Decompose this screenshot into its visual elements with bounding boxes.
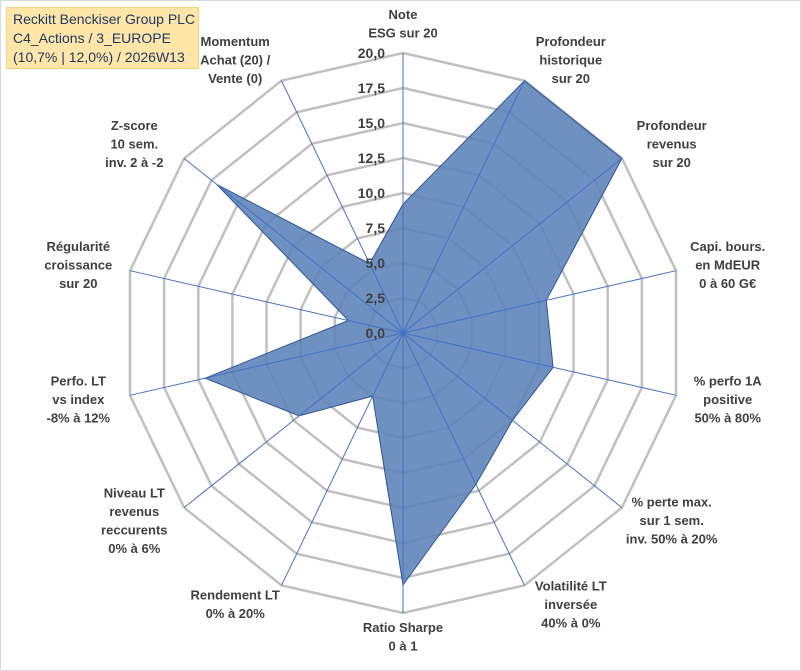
axis-label-line: reccurents	[101, 522, 167, 537]
axis-label-line: sur 20	[552, 71, 590, 86]
axis-label-line: Achat (20) /	[200, 53, 270, 68]
axis-spoke	[402, 158, 623, 334]
axis-label-line: Rendement LT	[191, 588, 280, 603]
title-stats: (10,7% | 12,0%) / 2026W13	[13, 49, 185, 65]
axis-label: Ratio Sharpe 0 à 1	[363, 620, 443, 654]
axis-label: Régularité croissance sur 20	[44, 239, 112, 291]
axis-label-line: croissance	[44, 258, 112, 273]
axis-label-line: Momentum	[201, 34, 270, 49]
axis-label-line: sur 1 sem.	[640, 513, 704, 528]
axis-spoke	[281, 332, 404, 586]
axis-label-line: Niveau LT	[104, 485, 165, 500]
axis-label: Perfo. LT vs index -8% à 12%	[47, 374, 111, 426]
chart-title-box: Reckitt Benckiser Group PLC C4_Actions /…	[6, 7, 199, 69]
axis-label-line: vs index	[52, 392, 105, 407]
tick-label: 7,5	[366, 220, 386, 236]
axis-spoke	[402, 270, 677, 334]
axis-label-line: 0 à 60 G€	[699, 276, 756, 291]
axis-label: Momentum Achat (20) / Vente (0)	[200, 34, 270, 86]
tick-label: 12,5	[358, 150, 385, 166]
axis-label-line: Ratio Sharpe	[363, 620, 443, 635]
axis-label-line: Vente (0)	[208, 71, 262, 86]
axis-label-line: revenus	[647, 137, 697, 152]
axis-label-line: -8% à 12%	[47, 411, 111, 426]
axis-label-line: en MdEUR	[695, 258, 761, 273]
tick-label: 10,0	[358, 185, 385, 201]
tick-label: 0,0	[366, 325, 386, 341]
axis-spoke	[129, 270, 404, 334]
axis-label: Z-score 10 sem. inv. 2 à -2	[105, 118, 163, 170]
axis-label-line: 40% à 0%	[541, 615, 601, 630]
axis-label: % perte max. sur 1 sem. inv. 50% à 20%	[626, 495, 718, 547]
axis-label: % perfo 1A positive 50% à 80%	[694, 374, 763, 426]
axis-label-line: sur 20	[653, 155, 691, 170]
axis-label-line: Profondeur	[536, 34, 606, 49]
axis-label-line: Perfo. LT	[51, 374, 106, 389]
axis-labels: Note ESG sur 20 Profondeur historique sur 20…	[44, 7, 765, 654]
axis-label-line: inv. 2 à -2	[105, 155, 163, 170]
axis-label: Niveau LT revenus reccurents 0% à 6%	[101, 485, 167, 556]
axis-label-line: 0% à 6%	[108, 541, 160, 556]
axis-label-line: sur 20	[59, 276, 97, 291]
axis-label-line: Note	[389, 7, 418, 22]
axis-label: Capi. bours. en MdEUR 0 à 60 G€	[690, 239, 765, 291]
axis-label-line: Capi. bours.	[690, 239, 765, 254]
axis-label-line: 0% à 20%	[206, 606, 266, 621]
radial-tick-labels: 0,0 2,5 5,0 7,5 10,0 12,5 15,0 17,5 20,0	[358, 45, 385, 341]
axis-spoke	[281, 80, 404, 334]
axis-label-line: historique	[539, 53, 602, 68]
axis-label-line: inv. 50% à 20%	[626, 532, 718, 547]
axis-spoke	[183, 158, 404, 334]
axis-spoke	[402, 80, 525, 334]
axis-spoke	[402, 332, 525, 586]
tick-label: 5,0	[366, 255, 386, 271]
axis-label-line: % perfo 1A	[694, 374, 763, 389]
axis-label-line: revenus	[109, 504, 159, 519]
axis-label: Profondeur revenus sur 20	[637, 118, 707, 170]
axis-spoke	[129, 332, 404, 396]
title-category: C4_Actions / 3_EUROPE	[13, 30, 171, 46]
title-company: Reckitt Benckiser Group PLC	[13, 11, 196, 27]
axis-label-line: positive	[703, 392, 752, 407]
tick-label: 15,0	[358, 115, 385, 131]
axis-label-line: ESG sur 20	[368, 26, 437, 41]
axis-label: Volatilité LT inversée 40% à 0%	[535, 578, 607, 630]
axis-label-line: 50% à 80%	[694, 411, 761, 426]
axis-label-line: Profondeur	[637, 118, 707, 133]
axis-label: Profondeur historique sur 20	[536, 34, 606, 86]
axis-label-line: 10 sem.	[110, 137, 158, 152]
axis-label-line: inversée	[544, 597, 597, 612]
axis-spoke	[183, 332, 404, 508]
axis-label-line: % perte max.	[632, 495, 712, 510]
axis-label: Note ESG sur 20	[368, 7, 437, 41]
axis-spoke	[402, 332, 677, 396]
tick-label: 20,0	[358, 45, 385, 61]
tick-label: 17,5	[358, 80, 385, 96]
axis-label-line: Régularité	[47, 239, 111, 254]
axis-label-line: Volatilité LT	[535, 578, 607, 593]
axis-spokes	[129, 53, 677, 613]
axis-label-line: Z-score	[111, 118, 158, 133]
axis-label-line: 0 à 1	[389, 639, 418, 654]
tick-label: 2,5	[366, 290, 386, 306]
axis-spoke	[402, 332, 623, 508]
axis-label: Rendement LT 0% à 20%	[191, 588, 280, 622]
